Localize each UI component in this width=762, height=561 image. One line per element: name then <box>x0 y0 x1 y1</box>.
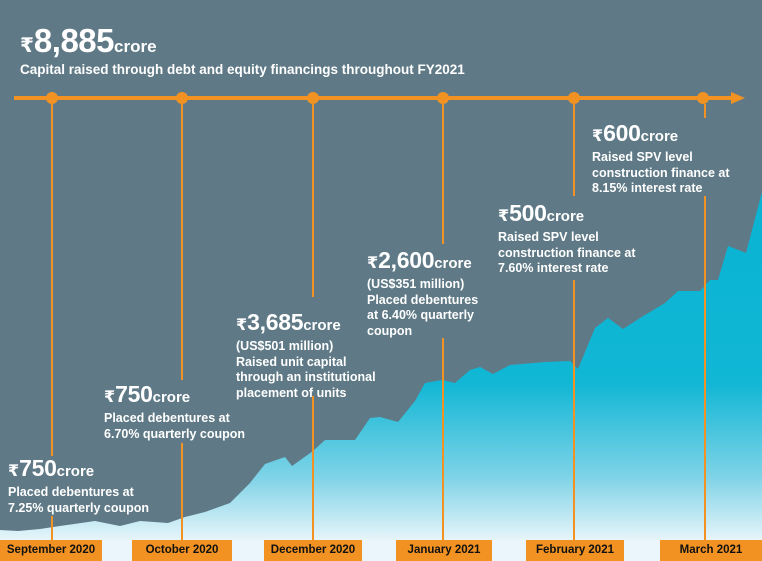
event-description-line: 7.60% interest rate <box>498 261 609 275</box>
timeline-marker <box>437 92 449 104</box>
event-description-line: 7.25% quarterly coupon <box>8 500 150 515</box>
timeline-marker <box>46 92 58 104</box>
timeline-connector <box>181 443 183 540</box>
event-amount: ₹750crore <box>104 381 191 407</box>
event-description-line: (US$351 million) <box>367 277 465 291</box>
timeline-connector <box>312 396 314 540</box>
growth-area <box>0 192 762 540</box>
timeline-marker <box>568 92 580 104</box>
event-description-line: Placed debentures <box>367 292 479 307</box>
timeline-marker <box>697 92 709 104</box>
timeline-connector <box>573 280 575 540</box>
headline-subtitle: Capital raised through debt and equity f… <box>20 62 465 77</box>
event-amount: ₹750crore <box>8 455 95 481</box>
event-description-line: Placed debentures at <box>104 411 230 425</box>
event-description-line: (US$501 million) <box>236 339 334 353</box>
event-description-line: through an institutional <box>236 370 376 384</box>
event-description-line: 8.15% interest rate <box>592 181 703 195</box>
event-description-line: Raised SPV level <box>592 150 693 164</box>
financing-event-december-2020: ₹3,685crore (US$501 million) Raised unit… <box>236 309 376 401</box>
event-description-line: placement of units <box>236 385 347 400</box>
financing-event-september-2020: ₹750crore Placed debentures at 7.25% qua… <box>8 455 149 516</box>
event-description-line: 6.70% quarterly coupon <box>104 426 246 441</box>
month-label-october-2020: October 2020 <box>132 540 232 561</box>
financing-event-january-2021: ₹2,600crore (US$351 million) Placed debe… <box>367 247 478 339</box>
timeline-marker <box>307 92 319 104</box>
timeline-arrow-icon <box>731 92 745 104</box>
month-label-january-2021: January 2021 <box>396 540 492 561</box>
currency-symbol: ₹ <box>20 35 34 57</box>
month-label-february-2021: February 2021 <box>526 540 624 561</box>
total-unit: crore <box>114 37 157 56</box>
month-label-march-2021: March 2021 <box>660 540 762 561</box>
event-description-line: Placed debentures at <box>8 485 134 499</box>
event-description-line: construction finance at <box>592 165 730 180</box>
financing-event-february-2021: ₹500crore Raised SPV level construction … <box>498 200 636 277</box>
timeline-connector <box>442 338 444 540</box>
event-description-line: Raised unit capital <box>236 354 347 369</box>
event-description-line: construction finance at <box>498 245 636 260</box>
timeline-connector <box>312 104 314 297</box>
event-amount: ₹600crore <box>592 120 679 146</box>
total-capital-headline: ₹8,885crore <box>20 22 157 60</box>
month-axis-band <box>0 540 762 561</box>
event-description-line: coupon <box>367 323 413 338</box>
timeline-connector <box>442 104 444 244</box>
event-amount: ₹500crore <box>498 200 585 226</box>
timeline-connector <box>704 196 706 540</box>
event-description-line: at 6.40% quarterly <box>367 308 474 322</box>
timeline-line <box>14 96 736 100</box>
timeline-connector <box>51 104 53 456</box>
month-label-september-2020: September 2020 <box>0 540 102 561</box>
event-amount: ₹2,600crore <box>367 247 472 273</box>
timeline-connector <box>51 516 53 540</box>
timeline-connector <box>704 104 706 118</box>
timeline-marker <box>176 92 188 104</box>
total-amount: 8,885 <box>33 22 115 59</box>
event-description-line: Raised SPV level <box>498 230 599 244</box>
timeline-connector <box>573 104 575 196</box>
timeline-connector <box>181 104 183 380</box>
month-label-december-2020: December 2020 <box>264 540 362 561</box>
event-amount: ₹3,685crore <box>236 309 341 335</box>
financing-event-march-2021: ₹600crore Raised SPV level construction … <box>592 120 730 197</box>
financing-event-october-2020: ₹750crore Placed debentures at 6.70% qua… <box>104 381 245 442</box>
